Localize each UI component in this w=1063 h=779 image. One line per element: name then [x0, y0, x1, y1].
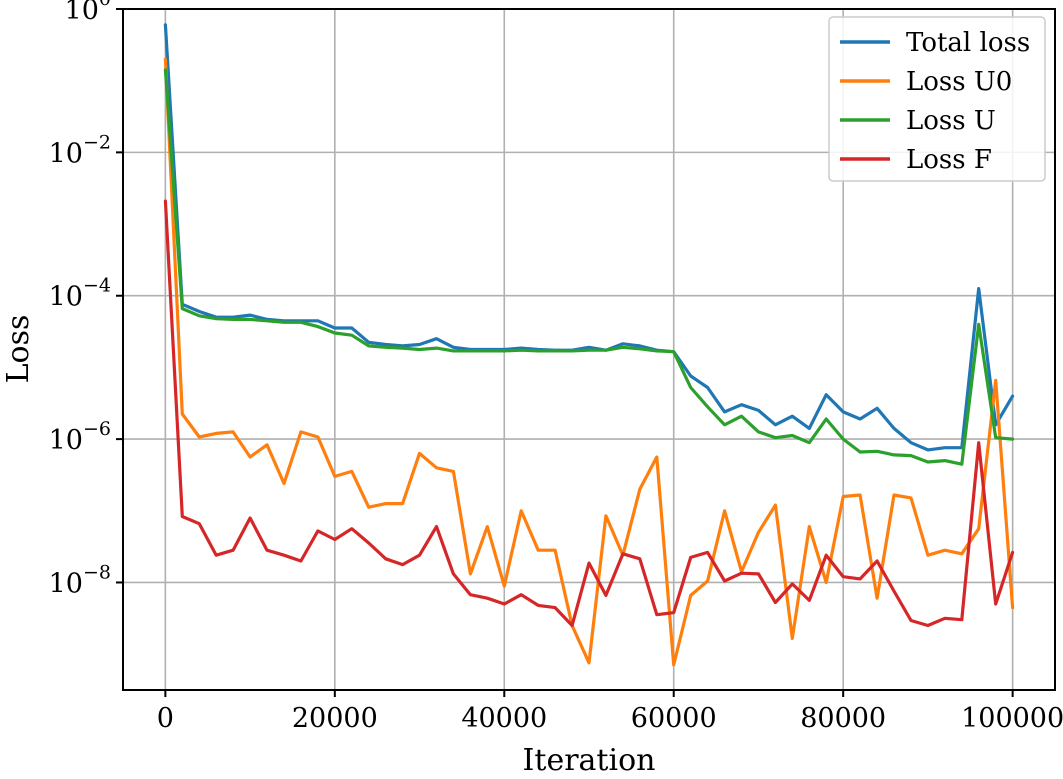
plot-frame — [122, 8, 1056, 691]
series-lines — [163, 23, 1015, 667]
legend-label-2: Loss U — [906, 106, 996, 136]
legend-box — [828, 16, 1046, 182]
x-tick-label-5: 100000 — [961, 703, 1063, 734]
legend-label-0: Total loss — [906, 28, 1030, 58]
x-tick-label-1: 20000 — [292, 703, 378, 734]
legend: Total loss Loss U0 Loss U Loss F — [828, 16, 1046, 182]
x-tick-label-0: 0 — [157, 703, 174, 734]
y-tick-label-0: 100 — [65, 0, 111, 26]
series-line-1 — [163, 57, 1015, 667]
y-axis-ticks: 100 10−2 10−4 10−6 10−8 — [49, 0, 123, 599]
series-line-0 — [163, 23, 1015, 452]
series-line-3 — [163, 199, 1015, 628]
legend-label-1: Loss U0 — [906, 67, 1012, 97]
y-tick-label-4: 10−8 — [49, 561, 111, 599]
series-line-2 — [163, 68, 1015, 466]
legend-label-3: Loss F — [906, 145, 992, 175]
x-axis-label: Iteration — [523, 743, 656, 778]
x-tick-label-3: 60000 — [631, 703, 717, 734]
x-axis-ticks: 0 20000 40000 60000 80000 100000 — [157, 690, 1063, 734]
x-tick-label-2: 40000 — [461, 703, 547, 734]
x-tick-label-4: 80000 — [800, 703, 886, 734]
y-tick-label-2: 10−4 — [49, 275, 111, 313]
y-axis-label: Loss — [1, 315, 36, 384]
y-tick-label-3: 10−6 — [49, 418, 111, 456]
y-tick-label-1: 10−2 — [49, 131, 111, 169]
